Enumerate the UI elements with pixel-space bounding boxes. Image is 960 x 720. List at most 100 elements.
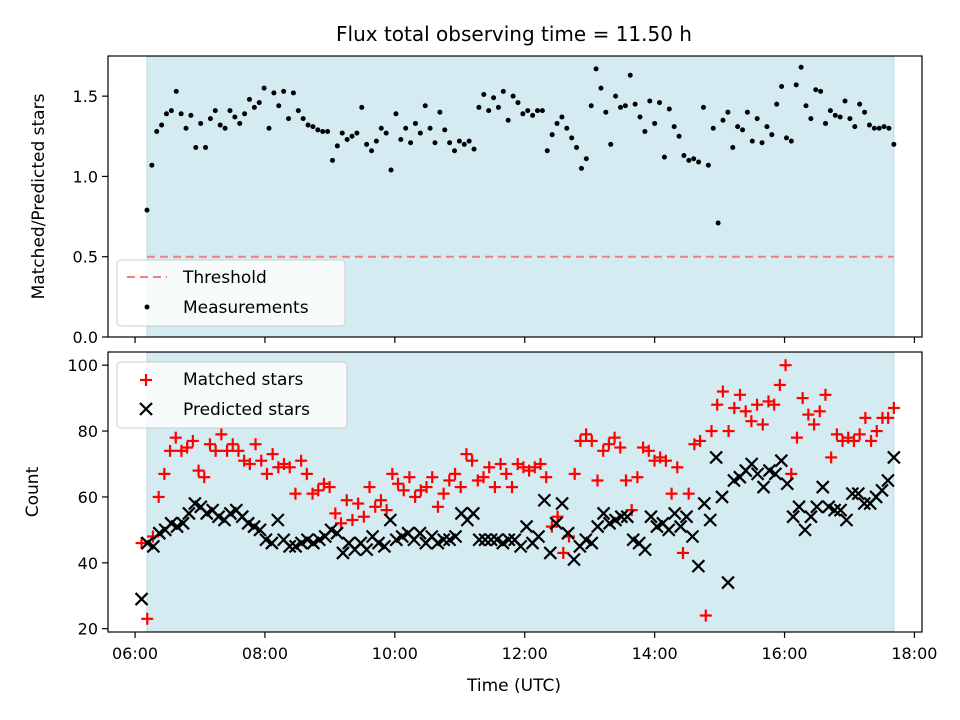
measurement-point: [359, 104, 365, 110]
matched-star-marker: [808, 418, 821, 431]
measurement-point: [476, 104, 482, 110]
matched-star-marker: [785, 467, 798, 480]
measurement-point: [447, 140, 453, 146]
predicted-star-marker: [472, 532, 486, 547]
measurement-point: [852, 124, 858, 130]
measurement-point: [803, 103, 809, 109]
measurement-point: [305, 122, 311, 128]
matched-star-marker: [403, 471, 416, 484]
measurement-point: [564, 125, 570, 131]
matched-star-marker: [574, 434, 587, 447]
measurement-point: [857, 101, 863, 107]
measurement-point: [559, 114, 565, 120]
matched-star-marker: [745, 415, 758, 428]
measurement-point: [862, 109, 868, 115]
measurement-point: [154, 128, 160, 134]
predicted-star-marker: [271, 513, 285, 527]
measurement-point: [534, 108, 540, 114]
matched-star-marker: [249, 438, 262, 451]
measurement-point: [823, 120, 829, 126]
predicted-star-marker: [549, 516, 563, 531]
measurement-point: [500, 88, 506, 94]
matched-star-marker: [437, 487, 450, 500]
measurement-point: [671, 124, 677, 130]
top-legend: Threshold Measurements: [116, 259, 346, 327]
predicted-star-marker: [590, 519, 605, 534]
measurement-point: [398, 136, 404, 142]
measurement-point: [227, 108, 233, 114]
measurement-point: [544, 148, 550, 154]
measurement-point: [369, 148, 375, 154]
measurement-point: [871, 125, 877, 131]
predicted-star-marker: [146, 539, 161, 554]
x-tick-label: 08:00: [242, 644, 288, 663]
matched-star-marker: [181, 441, 194, 454]
predicted-star-marker: [644, 509, 658, 524]
measurement-point: [188, 112, 194, 118]
predicted-star-marker: [531, 529, 546, 544]
matched-star-marker: [323, 481, 336, 494]
matched-star-marker: [300, 467, 313, 480]
measurement-point: [681, 153, 687, 159]
measurement-point: [608, 141, 614, 147]
measurement-point: [276, 103, 282, 109]
bottom-axis-ticks: 06:00 08:00 10:00 12:00 14:00 16:00 18:00 20 40 6…: [67, 356, 937, 663]
measurement-point: [422, 103, 428, 109]
matched-star-marker: [152, 490, 165, 503]
predicted-star-marker: [804, 509, 818, 524]
measurement-point: [271, 90, 277, 96]
measurement-point: [730, 145, 736, 151]
matched-star-marker: [426, 471, 439, 484]
measurement-point: [705, 162, 711, 168]
matched-star-marker: [694, 434, 707, 447]
predicted-star-marker: [134, 592, 149, 606]
measurement-point: [876, 125, 882, 131]
matched-star-marker: [409, 490, 422, 503]
measurement-point: [300, 116, 306, 122]
measurement-point: [842, 98, 848, 104]
measurement-point: [207, 116, 213, 122]
matched-star-marker: [779, 359, 792, 372]
measurement-point: [696, 159, 702, 165]
x-axis-label: Time (UTC): [466, 676, 561, 696]
measurement-point: [798, 64, 804, 70]
predicted-star-marker: [721, 575, 735, 590]
top-panel: 0.0 0.5 1.0 1.5 Matched/Predicted stars Thr…: [29, 55, 923, 347]
measurement-point: [237, 120, 243, 126]
matched-star-marker: [796, 392, 809, 405]
matched-star-marker: [500, 467, 513, 480]
predicted-star-marker: [810, 500, 824, 514]
matched-star-marker: [739, 405, 752, 418]
predicted-star-marker: [330, 526, 344, 540]
predicted-star-marker: [567, 552, 581, 567]
matched-star-marker: [431, 500, 444, 513]
matched-stars-points: [135, 359, 900, 625]
matched-star-marker: [830, 428, 843, 441]
measurement-point: [373, 138, 379, 144]
predicted-star-marker: [887, 450, 901, 465]
matched-star-marker: [488, 481, 501, 494]
matched-star-marker: [773, 378, 786, 391]
measurement-point: [549, 132, 555, 138]
legend-matched-label: Matched stars: [183, 370, 303, 390]
measurement-point: [315, 127, 321, 133]
predicted-star-marker: [336, 546, 350, 560]
predicted-star-marker: [253, 523, 267, 537]
measurement-point: [632, 101, 638, 107]
matched-star-marker: [711, 398, 724, 411]
measurement-point: [783, 135, 789, 141]
measurement-point: [310, 124, 316, 130]
matched-star-marker: [466, 454, 479, 467]
measurement-point: [320, 128, 326, 134]
matched-star-marker: [141, 612, 154, 625]
legend-measurements-swatch: [144, 304, 150, 310]
measurement-point: [603, 109, 609, 115]
matched-star-marker: [255, 454, 268, 467]
matched-star-marker: [859, 411, 872, 424]
measurement-point: [686, 157, 692, 163]
matched-star-marker: [819, 388, 832, 401]
measurement-point: [417, 130, 423, 136]
matched-star-marker: [454, 481, 467, 494]
measurement-point: [256, 100, 262, 106]
measurement-point: [515, 100, 521, 106]
